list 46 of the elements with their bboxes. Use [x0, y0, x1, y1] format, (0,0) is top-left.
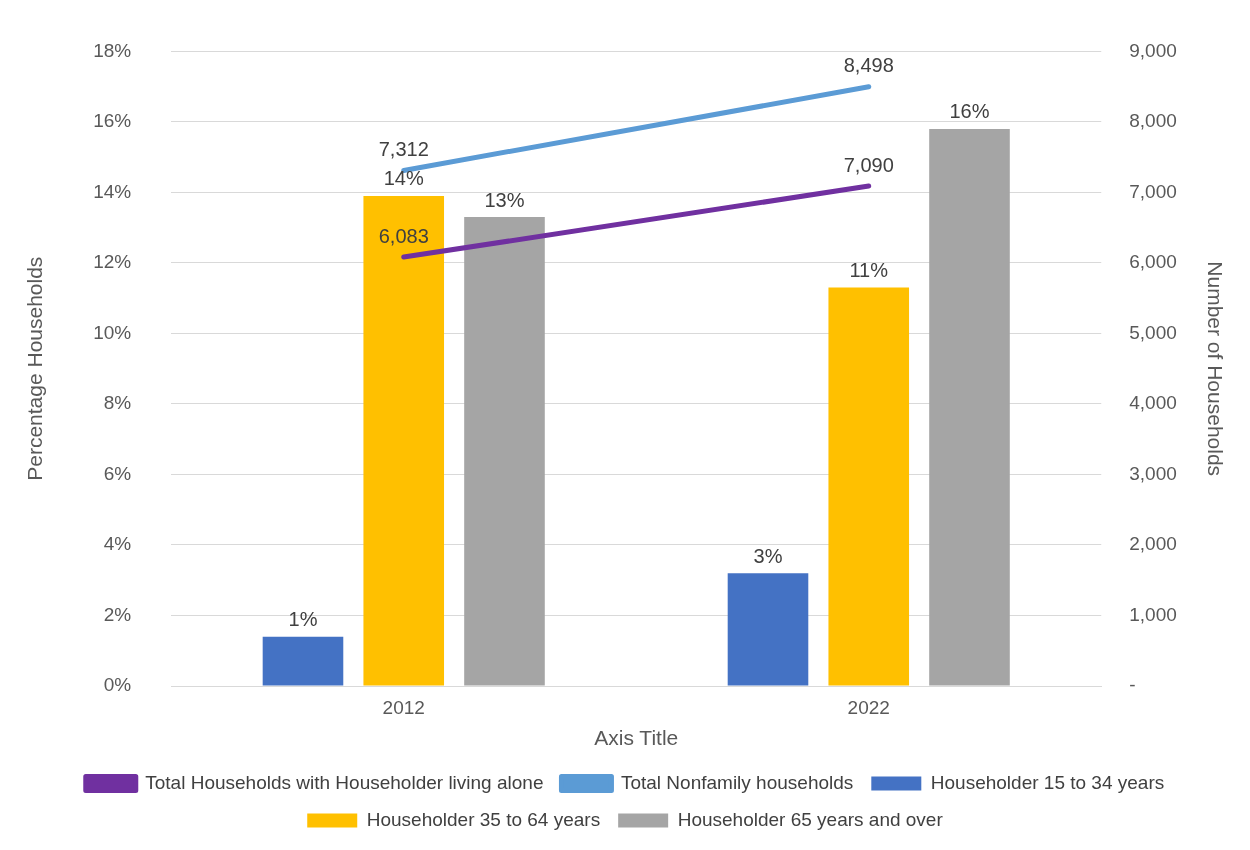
bar [464, 217, 545, 686]
x-tick-label: 2012 [382, 696, 425, 718]
bar [929, 128, 1010, 686]
y-tick-label: 4% [103, 533, 132, 555]
x-axis-title: Axis Title [594, 726, 679, 750]
y2-tick-label: 3,000 [1129, 462, 1177, 484]
legend-label: Total Households with Householder living alone [145, 771, 544, 793]
y2-tick-label: 2,000 [1129, 533, 1177, 555]
y-tick-label: 0% [103, 674, 132, 696]
x-tick-label: 2022 [847, 696, 890, 718]
y2-tick-label: 9,000 [1129, 39, 1177, 61]
y2-axis-title: Number of Households [1203, 261, 1227, 477]
data-label: 13% [484, 188, 525, 211]
y-tick-label: 8% [103, 392, 132, 414]
y-tick-label: 16% [93, 110, 132, 132]
bar [262, 636, 344, 686]
y2-tick-label: 5,000 [1129, 321, 1177, 343]
y2-tick-label: 6,000 [1129, 251, 1177, 273]
y-tick-label: 10% [93, 321, 132, 343]
y-axis-title: Percentage Households [23, 256, 47, 481]
y-tick-label: 6% [103, 462, 132, 484]
data-label: 7,090 [843, 153, 894, 176]
data-label: 8,498 [843, 54, 894, 77]
data-label: 3% [753, 544, 783, 567]
y2-tick-label: - [1129, 674, 1136, 696]
y-tick-label: 14% [93, 180, 132, 202]
data-label: 14% [383, 167, 424, 190]
legend-label: Householder 35 to 64 years [366, 808, 601, 830]
data-label: 7,312 [378, 137, 429, 160]
bar [727, 573, 809, 686]
legend-label: Total Nonfamily households [620, 771, 854, 793]
y2-tick-label: 1,000 [1129, 603, 1177, 625]
data-label: 6,083 [378, 224, 429, 247]
y2-tick-label: 7,000 [1129, 180, 1177, 202]
y-tick-label: 18% [93, 39, 132, 61]
data-label: 16% [949, 100, 990, 123]
y-tick-label: 12% [93, 251, 132, 273]
bar [828, 287, 910, 686]
legend-label: Householder 15 to 34 years [930, 771, 1165, 793]
y2-tick-label: 8,000 [1129, 110, 1177, 132]
data-label: 11% [849, 259, 889, 282]
bar [363, 195, 445, 686]
y2-tick-label: 4,000 [1129, 392, 1177, 414]
y-tick-label: 2% [103, 603, 132, 625]
legend-label: Householder 65 years and over [677, 808, 944, 830]
data-label: 1% [288, 608, 318, 631]
